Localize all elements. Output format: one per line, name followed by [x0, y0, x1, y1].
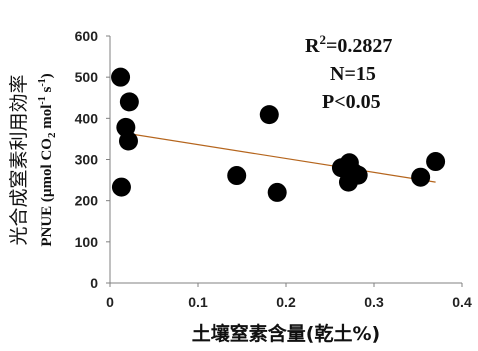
- data-point: [118, 131, 138, 151]
- y-tick-label: 0: [90, 275, 98, 291]
- data-point: [411, 167, 431, 187]
- y-tick-label: 300: [75, 152, 99, 168]
- data-point: [426, 152, 446, 172]
- trendline-layer: [123, 132, 436, 183]
- points-layer: [111, 67, 446, 202]
- x-tick-label: 0: [106, 294, 114, 310]
- tick-labels: 0 100 200 300 400 500 600 0 0.1 0.2 0.3 0.4: [75, 28, 472, 310]
- x-tick-label: 0.1: [188, 294, 208, 310]
- y-tick-label: 100: [75, 234, 99, 250]
- r-squared-annotation: R2=0.2827: [305, 32, 392, 57]
- data-point: [111, 67, 131, 87]
- p-annotation: P<0.05: [322, 91, 381, 113]
- y-tick-label: 500: [75, 69, 99, 85]
- x-axis-title: 土壤窒素含量(乾土%): [192, 322, 380, 345]
- trendline: [123, 132, 436, 183]
- y-tick-label: 400: [75, 110, 99, 126]
- n-annotation: N=15: [330, 63, 376, 85]
- data-point: [267, 182, 287, 202]
- y-tick-label: 200: [75, 193, 99, 209]
- data-point: [259, 105, 279, 125]
- axes: [106, 35, 463, 287]
- y-axis-title-line1: 光合成窒素利用効率: [8, 74, 30, 245]
- data-point: [348, 165, 368, 185]
- data-point: [111, 177, 131, 197]
- y-tick-label: 600: [75, 28, 99, 44]
- x-tick-label: 0.3: [364, 294, 384, 310]
- data-point: [227, 166, 247, 186]
- y-axis-title-line2: PNUE (µmol CO2 mol-1 s-1): [37, 73, 58, 246]
- x-tick-label: 0.2: [276, 294, 296, 310]
- x-tick-label: 0.4: [452, 294, 472, 310]
- data-point: [119, 92, 139, 112]
